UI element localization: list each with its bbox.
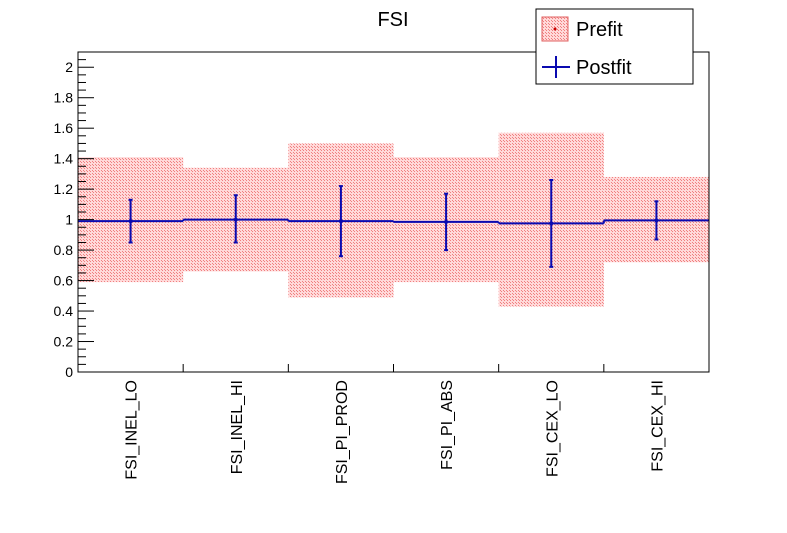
y-tick-label: 1.4 <box>54 151 74 167</box>
postfit-point <box>128 219 133 224</box>
postfit-point <box>338 219 343 224</box>
legend-prefit-marker <box>553 27 557 31</box>
legend-prefit-swatch <box>541 16 569 42</box>
postfit-point <box>654 218 659 223</box>
postfit-point <box>233 217 238 222</box>
x-axis: FSI_INEL_LO FSI_INEL_HI FSI_PI_PROD FSI_PI_… <box>78 364 709 484</box>
y-tick-label: 0 <box>65 364 73 380</box>
y-tick-label: 1 <box>65 212 73 228</box>
legend-postfit-label: Postfit <box>576 57 632 79</box>
y-tick-label: 0.6 <box>54 273 74 289</box>
legend: Prefit Postfit <box>535 8 694 85</box>
x-category-label: FSI_PI_PROD <box>334 380 351 484</box>
y-tick-label: 0.8 <box>54 242 74 258</box>
y-axis: 0 0.2 0.4 0.6 0.8 1 1.2 1.4 1.6 1.8 2 <box>54 51 94 380</box>
x-category-label: FSI_CEX_HI <box>649 380 666 472</box>
x-category-label: FSI_PI_ABS <box>439 380 456 470</box>
y-tick-label: 0.2 <box>54 334 74 350</box>
chart-title: FSI <box>377 9 408 31</box>
legend-prefit-label: Prefit <box>576 19 623 41</box>
x-category-label: FSI_CEX_LO <box>544 380 561 477</box>
y-tick-label: 1.2 <box>54 181 74 197</box>
postfit-point <box>444 219 449 224</box>
y-tick-label: 1.6 <box>54 120 74 136</box>
y-tick-label: 2 <box>65 59 73 75</box>
y-tick-label: 1.8 <box>54 90 74 106</box>
postfit-point <box>549 221 554 226</box>
postfit-series <box>78 179 709 268</box>
x-category-label: FSI_INEL_HI <box>229 380 246 474</box>
x-category-label: FSI_INEL_LO <box>124 380 141 480</box>
y-tick-label: 0.4 <box>54 303 74 319</box>
